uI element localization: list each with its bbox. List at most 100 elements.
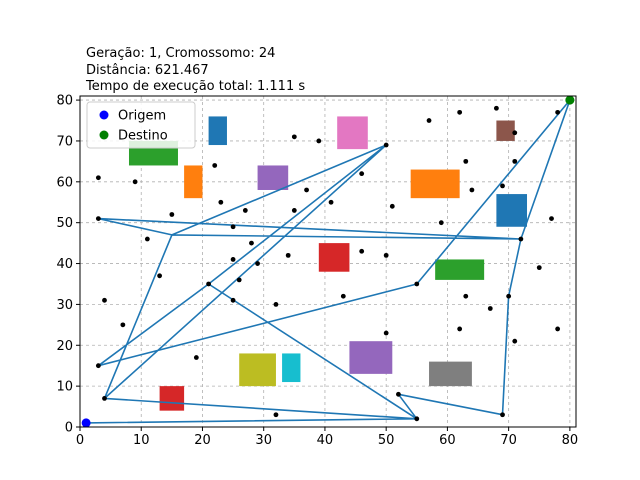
waypoint [157,273,163,279]
waypoint [120,322,126,328]
waypoint [549,216,554,221]
waypoint [536,265,542,271]
waypoint [506,293,512,299]
waypoint [291,134,297,140]
waypoint [512,158,518,164]
waypoint [193,355,199,360]
legend-label: Origem [118,109,166,124]
title-generation: Geração: 1, Cromossomo: 24 [86,46,276,61]
title-execution-time: Tempo de execução total: 1.111 s [86,79,306,94]
waypoint [230,224,236,230]
waypoint [463,293,469,299]
obstacle [282,353,301,383]
waypoint [426,118,432,123]
obstacle [318,243,350,272]
x-tick-label: 50 [378,433,395,448]
waypoint [95,216,101,221]
y-tick-label: 30 [56,298,73,313]
waypoint [206,281,211,287]
route [86,99,571,424]
waypoint [169,212,175,217]
waypoint [500,412,505,418]
waypoint [95,175,101,181]
origin-point [81,418,91,428]
waypoint [414,416,420,422]
waypoint [389,203,395,209]
obstacle [239,353,276,387]
destination-point [565,95,575,105]
obstacle [429,361,472,387]
x-tick-label: 0 [76,433,84,448]
waypoint [102,395,107,401]
waypoint [463,158,469,164]
waypoint [316,138,322,144]
route-line [86,99,571,424]
legend-label: Destino [118,129,168,144]
waypoint [285,252,291,258]
obstacle [257,165,289,190]
endpoints [81,95,575,428]
waypoint [512,338,518,344]
obstacle [496,120,515,141]
waypoint [555,109,561,115]
y-tick-label: 10 [56,380,73,395]
waypoint [273,302,279,307]
waypoint [457,109,463,115]
y-tick-label: 80 [56,94,73,109]
waypoint [230,257,236,262]
x-tick-label: 30 [255,433,272,448]
waypoint [512,130,518,136]
legend-box [86,101,196,149]
y-tick-label: 20 [56,339,73,354]
legend: Origem Destino [86,101,196,149]
waypoint [500,183,505,189]
obstacle [337,116,368,150]
waypoint [457,326,463,332]
waypoint [383,142,389,148]
waypoint [144,236,150,242]
waypoint [493,105,499,111]
waypoint [249,240,254,246]
waypoint [414,281,420,287]
waypoint [469,187,475,193]
x-tick-label: 60 [439,433,456,448]
x-tick-label: 80 [562,433,579,448]
waypoint [230,297,236,303]
waypoint [383,252,389,258]
waypoint [242,208,248,213]
waypoint [304,187,309,193]
obstacle [184,165,203,199]
plot-frame [79,95,577,428]
waypoint [383,330,389,336]
waypoint [518,236,524,242]
title-distance: Distância: 621.467 [86,63,209,78]
obstacle [410,169,460,199]
waypoint [132,179,138,185]
obstacle [208,116,227,146]
waypoint [236,277,242,283]
obstacle [435,259,485,280]
waypoint [95,363,101,369]
obstacle [496,194,528,227]
y-tick-label: 70 [56,134,73,149]
x-tick-label: 70 [500,433,517,448]
waypoint [340,293,346,299]
waypoint [291,208,297,213]
waypoint [396,391,401,397]
waypoint [359,248,365,254]
x-tick-label: 20 [194,433,211,448]
legend-marker [99,110,109,120]
obstacle [349,341,393,374]
waypoint [359,171,365,177]
obstacle [159,386,185,411]
waypoint [328,199,334,205]
waypoint [218,199,224,205]
waypoint [438,220,444,226]
waypoint [487,306,493,311]
points [95,105,561,422]
waypoint [212,163,218,168]
y-tick-label: 50 [56,216,73,231]
y-tick-label: 60 [56,175,73,190]
